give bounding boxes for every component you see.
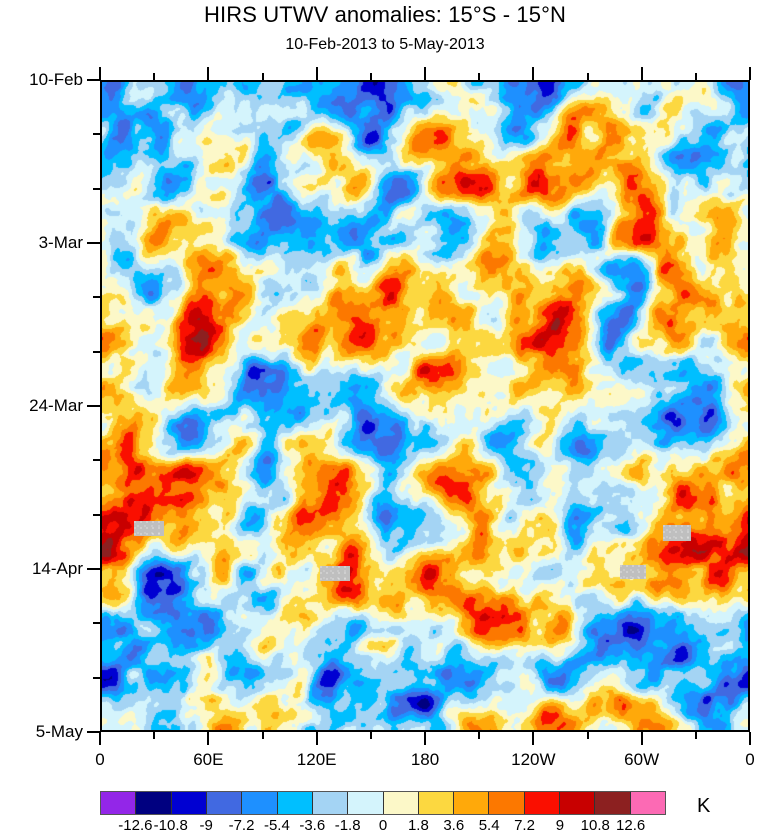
x-axis-tick xyxy=(478,73,481,80)
x-axis-tick-label: 0 xyxy=(95,750,105,769)
colorbar-swatch xyxy=(489,792,525,814)
x-axis-tick xyxy=(586,732,589,739)
y-axis-tick xyxy=(87,242,100,244)
colorbar-swatch xyxy=(630,792,665,814)
y-axis-tick xyxy=(93,296,100,299)
colorbar-swatch xyxy=(454,792,490,814)
x-axis-tick-label: 180 xyxy=(410,750,440,769)
y-axis-tick xyxy=(93,459,100,462)
y-axis-tick xyxy=(93,622,100,625)
x-axis-tick xyxy=(424,732,426,745)
y-axis-tick-label: 10-Feb xyxy=(29,70,83,89)
colorbar-swatch xyxy=(101,792,137,814)
colorbar-swatch xyxy=(560,792,596,814)
x-axis-tick xyxy=(207,732,210,745)
page-subtitle: 10-Feb-2013 to 5-May-2013 xyxy=(285,36,485,53)
x-axis-tick xyxy=(315,732,318,745)
y-axis-tick xyxy=(87,731,100,733)
y-axis-tick xyxy=(87,405,100,407)
x-axis-tick xyxy=(640,732,643,745)
colorbar-tick-label: 5.4 xyxy=(478,817,500,834)
x-axis-tick-label: 60W xyxy=(624,750,660,769)
colorbar-swatch xyxy=(206,792,243,814)
y-axis-tick xyxy=(93,350,100,353)
missing-data-patch xyxy=(620,565,646,579)
x-axis-tick xyxy=(369,73,372,80)
x-axis-tick-label: 60E xyxy=(193,750,224,769)
y-axis-tick xyxy=(87,79,100,81)
y-axis-tick-label: 3-Mar xyxy=(38,233,83,252)
colorbar-tick-label: 0 xyxy=(378,817,388,834)
y-axis-tick-label: 24-Mar xyxy=(29,396,83,415)
colorbar-swatch xyxy=(348,792,384,814)
colorbar-swatch xyxy=(312,792,349,814)
colorbar-tick-label: 3.6 xyxy=(443,817,465,834)
x-axis-tick xyxy=(153,732,156,739)
colorbar-tick-label: -1.8 xyxy=(334,817,361,834)
x-axis-tick xyxy=(586,73,589,80)
colorbar-swatch xyxy=(595,792,631,814)
colorbar-swatch xyxy=(136,792,172,814)
x-axis-tick xyxy=(207,67,210,80)
y-axis-tick-label: 14-Apr xyxy=(31,559,83,578)
anomaly-field-canvas xyxy=(102,82,748,730)
colorbar-tick-label: -7.2 xyxy=(228,817,255,834)
x-axis-tick xyxy=(315,67,318,80)
colorbar-tick-label: -3.6 xyxy=(299,817,326,834)
colorbar-tick-label: 9 xyxy=(555,817,565,834)
colorbar-tick-label: -10.8 xyxy=(153,817,188,834)
x-axis-tick xyxy=(694,732,697,739)
x-axis-tick xyxy=(694,73,697,80)
x-axis-tick xyxy=(749,67,751,80)
x-axis-tick-label: 0 xyxy=(745,750,755,769)
y-axis-tick-label: 5-May xyxy=(35,722,83,741)
colorbar-tick-label: 10.8 xyxy=(580,817,610,834)
y-axis-tick xyxy=(93,133,100,136)
colorbar-swatch xyxy=(171,792,207,814)
y-axis-tick xyxy=(93,676,100,679)
colorbar-swatches xyxy=(100,791,666,815)
x-axis-tick xyxy=(153,73,156,80)
colorbar-tick-label: 1.8 xyxy=(407,817,429,834)
page-title: HIRS UTWV anomalies: 15°S - 15°N xyxy=(204,2,566,27)
colorbar-tick-label: 7.2 xyxy=(514,817,535,834)
x-axis-tick xyxy=(424,67,426,80)
x-axis-tick-label: 120W xyxy=(511,750,556,769)
missing-data-patch xyxy=(320,566,350,581)
colorbar-swatch xyxy=(277,792,313,814)
y-axis-tick xyxy=(93,187,100,190)
colorbar-swatch xyxy=(524,792,561,814)
colorbar-tick-label: -9 xyxy=(199,817,213,834)
y-axis-tick xyxy=(87,568,100,570)
x-axis-tick xyxy=(369,732,372,739)
hovmoller-plot-area xyxy=(100,80,750,732)
x-axis-tick xyxy=(532,67,535,80)
colorbar-swatch xyxy=(242,792,278,814)
colorbar-swatch xyxy=(418,792,455,814)
colorbar xyxy=(100,791,666,815)
missing-data-patch xyxy=(663,525,691,541)
x-axis-tick xyxy=(749,732,751,745)
missing-data-patch xyxy=(134,521,164,536)
x-axis-tick xyxy=(99,67,101,80)
colorbar-tick-label: 12.6 xyxy=(616,817,646,834)
colorbar-tick-label: -5.4 xyxy=(263,817,290,834)
colorbar-swatch xyxy=(383,792,419,814)
y-axis-tick xyxy=(93,513,100,516)
colorbar-unit-label: K xyxy=(697,795,711,817)
x-axis-tick xyxy=(640,67,643,80)
x-axis-tick xyxy=(99,732,101,745)
x-axis-tick-label: 120E xyxy=(296,750,337,769)
colorbar-tick-label: -12.6 xyxy=(118,817,153,834)
x-axis-tick xyxy=(261,73,264,80)
x-axis-tick xyxy=(261,732,264,739)
x-axis-tick xyxy=(532,732,535,745)
x-axis-tick xyxy=(478,732,481,739)
